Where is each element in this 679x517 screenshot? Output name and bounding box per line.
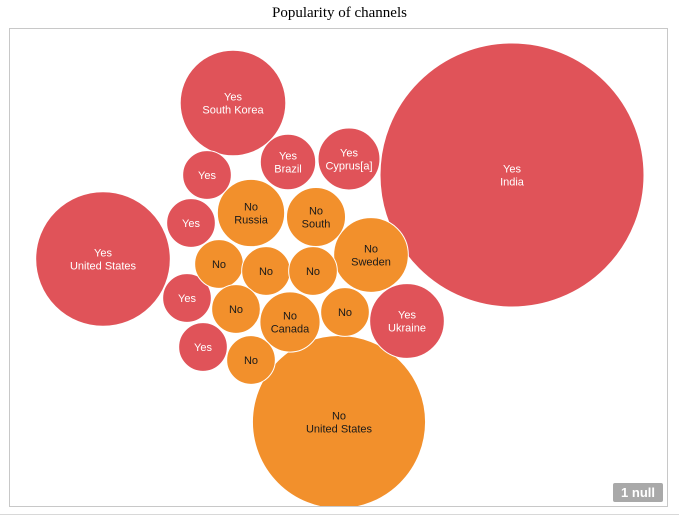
bubble-answer-label: No: [259, 266, 273, 278]
bubble-answer-label: No: [364, 244, 378, 256]
bubble-circle[interactable]: [226, 335, 276, 385]
bubble-answer-label: No: [309, 206, 323, 218]
bubble-circle[interactable]: [166, 198, 216, 248]
bubble-answer-label: No: [229, 304, 243, 316]
chart-title: Popularity of channels: [272, 5, 407, 21]
bubble-no-20[interactable]: No: [226, 335, 276, 385]
bubble-answer-label: No: [306, 266, 320, 278]
bubble-country-label: Sweden: [351, 257, 391, 269]
bubble-circle[interactable]: [379, 42, 645, 308]
bubble-answer-label: Yes: [279, 151, 297, 163]
bubble-circle[interactable]: [179, 49, 287, 157]
bubble-circle[interactable]: [178, 322, 228, 372]
bubble-no-15[interactable]: No: [194, 239, 244, 289]
bubble-answer-label: Yes: [194, 342, 212, 354]
bubble-no-18[interactable]: No: [211, 284, 261, 334]
bubble-no-19[interactable]: No: [320, 287, 370, 337]
bubble-circle[interactable]: [288, 246, 338, 296]
bubble-circle[interactable]: [35, 191, 171, 327]
bubble-yes-13[interactable]: Yes: [162, 273, 212, 323]
bubble-answer-label: No: [212, 259, 226, 271]
bubble-answer-label: Yes: [94, 248, 112, 260]
bubble-circle[interactable]: [320, 287, 370, 337]
bubble-circle[interactable]: [369, 283, 445, 359]
bubble-answer-label: Yes: [224, 92, 242, 104]
bubble-country-label: Ukraine: [388, 323, 426, 335]
bubble-yes-14[interactable]: Yes: [178, 322, 228, 372]
bubble-no-16[interactable]: No: [241, 246, 291, 296]
plot-area: Yes India No United States Yes United States Y…: [9, 28, 668, 507]
bubble-answer-label: Yes: [340, 148, 358, 160]
bubble-country-label: South: [302, 219, 331, 231]
bubble-country-label: Canada: [271, 324, 310, 336]
bubble-answer-label: Yes: [182, 218, 200, 230]
bubble-circle[interactable]: [216, 178, 286, 248]
bubble-circle[interactable]: [211, 284, 261, 334]
bubble-circle[interactable]: [259, 291, 321, 353]
bubble-country-label: Cyprus[a]: [325, 161, 372, 173]
bubble-answer-label: No: [332, 411, 346, 423]
bubble-country-label: United States: [70, 261, 137, 273]
bubble-answer-label: No: [244, 355, 258, 367]
bubble-circle[interactable]: [162, 273, 212, 323]
bubble-circle[interactable]: [317, 127, 381, 191]
bubble-country-label: India: [500, 177, 525, 189]
null-count-badge[interactable]: 1 null: [613, 483, 663, 502]
bubble-answer-label: No: [244, 202, 258, 214]
bubble-country-label: Brazil: [274, 164, 302, 176]
bubble-circle[interactable]: [259, 133, 317, 191]
bubble-yes-12[interactable]: Yes: [166, 198, 216, 248]
bubble-answer-label: Yes: [398, 310, 416, 322]
bubble-answer-label: Yes: [198, 170, 216, 182]
bubble-answer-label: Yes: [178, 293, 196, 305]
bubble-no-17[interactable]: No: [288, 246, 338, 296]
bottom-divider: [0, 514, 679, 515]
bubble-answer-label: No: [338, 307, 352, 319]
bubble-circle[interactable]: [182, 150, 232, 200]
bubble-country-label: United States: [306, 424, 373, 436]
bubble-answer-label: Yes: [503, 164, 521, 176]
bubble-yes-11[interactable]: Yes: [182, 150, 232, 200]
bubble-circle[interactable]: [333, 217, 409, 293]
bubble-answer-label: No: [283, 311, 297, 323]
bubble-country-label: South Korea: [202, 105, 264, 117]
bubble-country-label: Russia: [234, 215, 269, 227]
